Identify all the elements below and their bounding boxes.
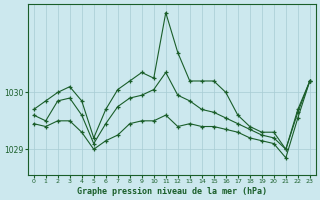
X-axis label: Graphe pression niveau de la mer (hPa): Graphe pression niveau de la mer (hPa) bbox=[77, 187, 267, 196]
